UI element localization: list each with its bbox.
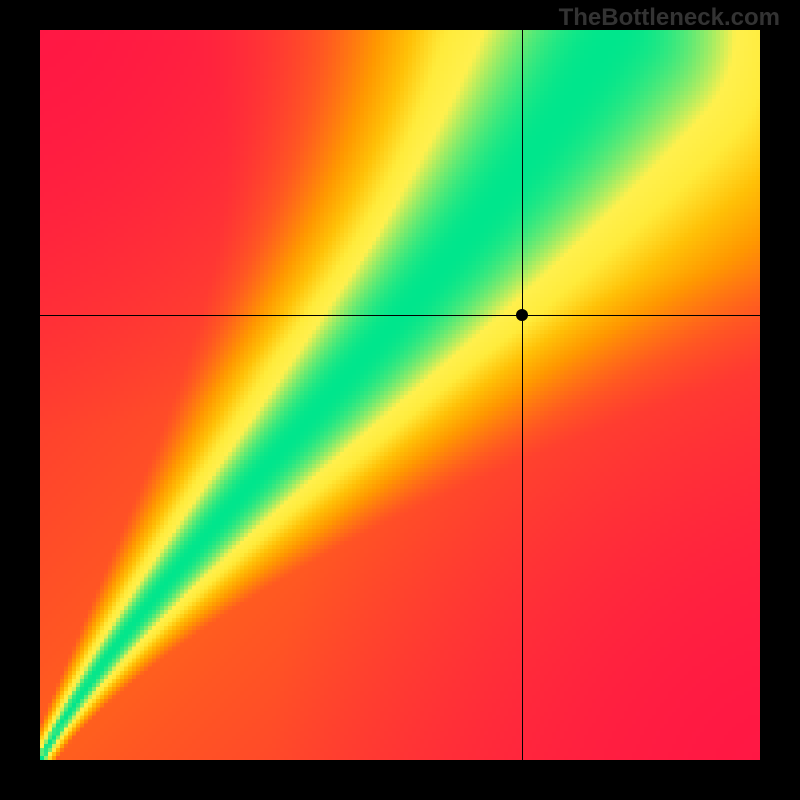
heatmap-canvas: [40, 30, 760, 760]
heatmap-chart: [40, 30, 760, 760]
crosshair-vertical: [522, 30, 523, 760]
watermark-text: TheBottleneck.com: [559, 4, 780, 32]
marker-dot: [516, 309, 528, 321]
crosshair-horizontal: [40, 315, 760, 316]
